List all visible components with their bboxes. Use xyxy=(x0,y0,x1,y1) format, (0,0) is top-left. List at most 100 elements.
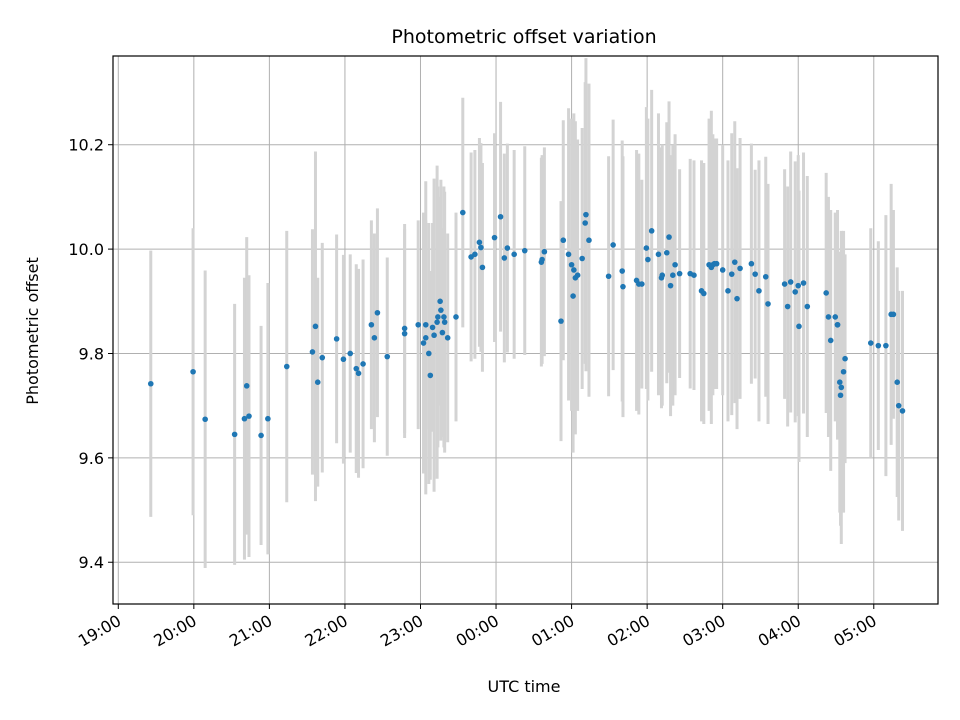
data-point xyxy=(676,270,683,277)
data-point xyxy=(453,314,459,320)
data-point xyxy=(639,281,645,287)
data-point xyxy=(427,372,434,379)
data-point xyxy=(643,245,650,251)
y-tick-label: 9.8 xyxy=(79,344,104,363)
data-point xyxy=(672,261,678,268)
data-point xyxy=(784,303,791,310)
data-point xyxy=(765,301,771,307)
data-point xyxy=(875,342,882,349)
data-point xyxy=(558,318,564,324)
data-point xyxy=(438,307,444,313)
data-point xyxy=(243,383,250,389)
data-point xyxy=(435,314,441,320)
data-point xyxy=(368,321,375,328)
data-point xyxy=(583,211,589,218)
data-point xyxy=(752,271,758,277)
data-point xyxy=(792,289,799,295)
error-bars xyxy=(149,58,904,568)
data-point xyxy=(582,220,588,226)
data-point xyxy=(333,336,340,342)
data-point xyxy=(883,342,889,349)
x-tick-label: 03:00 xyxy=(679,611,728,651)
data-point xyxy=(834,321,841,328)
x-tick-label: 01:00 xyxy=(528,611,577,651)
data-point xyxy=(867,340,874,346)
data-point xyxy=(422,335,429,341)
data-point xyxy=(309,349,316,355)
data-point xyxy=(476,239,483,246)
data-point xyxy=(283,363,290,370)
x-tick-label: 19:00 xyxy=(75,611,124,651)
data-point xyxy=(371,335,378,341)
x-tick-label: 00:00 xyxy=(453,611,502,651)
y-tick-label: 9.4 xyxy=(79,553,104,572)
data-point xyxy=(895,402,902,409)
data-point xyxy=(355,370,362,377)
x-tick-label: 23:00 xyxy=(377,611,426,651)
y-tick-label: 10.0 xyxy=(68,240,104,259)
data-point xyxy=(570,293,576,299)
data-point xyxy=(401,330,408,337)
data-point xyxy=(501,255,508,261)
data-point xyxy=(725,288,731,294)
x-axis-ticks: 19:00 20:00 21:00 22:00 23:00 00:00 01:00 02:00… xyxy=(75,604,880,651)
x-tick-label: 21:00 xyxy=(226,611,275,651)
data-point xyxy=(539,256,545,263)
data-point xyxy=(472,251,478,258)
data-point xyxy=(667,282,674,289)
data-point xyxy=(190,368,196,375)
data-point xyxy=(568,261,575,268)
data-point xyxy=(384,353,391,360)
data-point xyxy=(521,247,528,254)
data-points xyxy=(147,209,906,439)
data-point xyxy=(825,314,832,320)
plot-frame xyxy=(112,55,939,605)
data-point xyxy=(444,335,451,341)
y-tick-label: 9.6 xyxy=(79,449,104,468)
data-point xyxy=(890,311,897,318)
data-point xyxy=(347,350,354,357)
data-point xyxy=(795,282,802,289)
x-tick-label: 02:00 xyxy=(604,611,653,651)
data-point xyxy=(420,340,427,346)
data-point xyxy=(748,260,755,267)
data-point xyxy=(663,249,670,256)
data-point xyxy=(836,379,843,385)
data-point xyxy=(804,303,811,310)
data-point xyxy=(894,379,901,385)
data-point xyxy=(781,281,788,287)
data-point xyxy=(246,413,252,419)
data-point xyxy=(459,209,466,216)
data-point xyxy=(437,298,443,305)
data-point xyxy=(422,321,429,328)
data-point xyxy=(441,314,447,320)
data-point xyxy=(425,350,432,357)
data-point xyxy=(659,272,666,279)
y-axis-ticks: 9.4 9.6 9.8 10.0 10.2 xyxy=(68,136,113,572)
data-point xyxy=(800,280,807,286)
data-point xyxy=(560,237,567,244)
data-point xyxy=(899,408,906,414)
data-point xyxy=(491,234,498,241)
data-point xyxy=(734,295,740,302)
data-point xyxy=(415,321,422,328)
data-point xyxy=(574,272,581,279)
data-point xyxy=(571,267,577,273)
data-point xyxy=(838,384,845,391)
data-point xyxy=(579,255,585,262)
data-point xyxy=(431,332,437,339)
y-axis-label: Photometric offset xyxy=(23,257,42,405)
data-point xyxy=(565,251,572,258)
data-point xyxy=(504,245,511,251)
data-point xyxy=(700,290,707,297)
data-point xyxy=(605,273,612,280)
data-point xyxy=(731,259,738,265)
data-point xyxy=(340,356,347,363)
data-point xyxy=(360,361,366,367)
data-point xyxy=(478,244,484,251)
x-tick-label: 22:00 xyxy=(302,611,351,651)
data-point xyxy=(840,368,847,375)
data-point xyxy=(823,290,829,296)
data-point xyxy=(319,354,326,361)
